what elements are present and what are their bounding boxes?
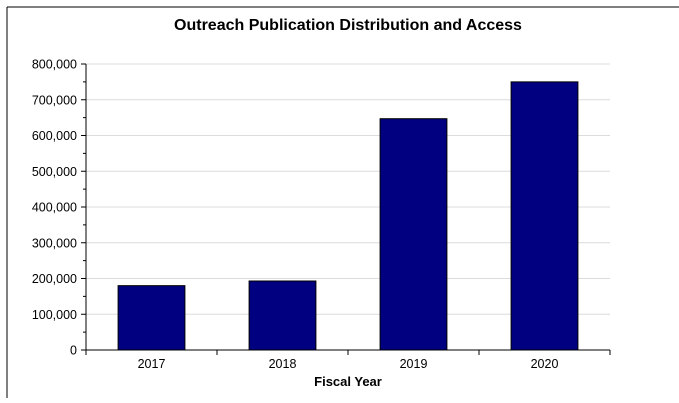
bars xyxy=(117,81,579,351)
x-tick-label: 2018 xyxy=(269,357,297,371)
y-tick-label: 0 xyxy=(70,344,77,358)
y-tick-label: 200,000 xyxy=(32,272,77,286)
y-tick-label: 800,000 xyxy=(32,58,77,72)
chart-title: Outreach Publication Distribution and Ac… xyxy=(174,17,522,34)
y-tick-labels: 0 100,000 200,000 300,000 400,000 500,000 600,… xyxy=(32,58,77,358)
y-tick-label: 100,000 xyxy=(32,308,77,322)
axes xyxy=(81,63,611,355)
x-axis-title: Fiscal Year xyxy=(314,374,382,389)
y-tick-label: 600,000 xyxy=(32,129,77,143)
x-tick-labels: 2017 2018 2019 2020 xyxy=(138,357,559,371)
y-tick-label: 700,000 xyxy=(32,93,77,107)
bar-2017 xyxy=(117,285,186,351)
y-tick-label: 400,000 xyxy=(32,201,77,215)
x-tick-label: 2019 xyxy=(400,357,428,371)
x-tick-label: 2017 xyxy=(138,357,166,371)
y-tick-label: 300,000 xyxy=(32,236,77,250)
y-tick-label: 500,000 xyxy=(32,165,77,179)
bar-2019 xyxy=(379,118,448,351)
bar-2018 xyxy=(248,280,317,351)
x-tick-label: 2020 xyxy=(531,357,559,371)
bar-2020 xyxy=(510,81,579,351)
